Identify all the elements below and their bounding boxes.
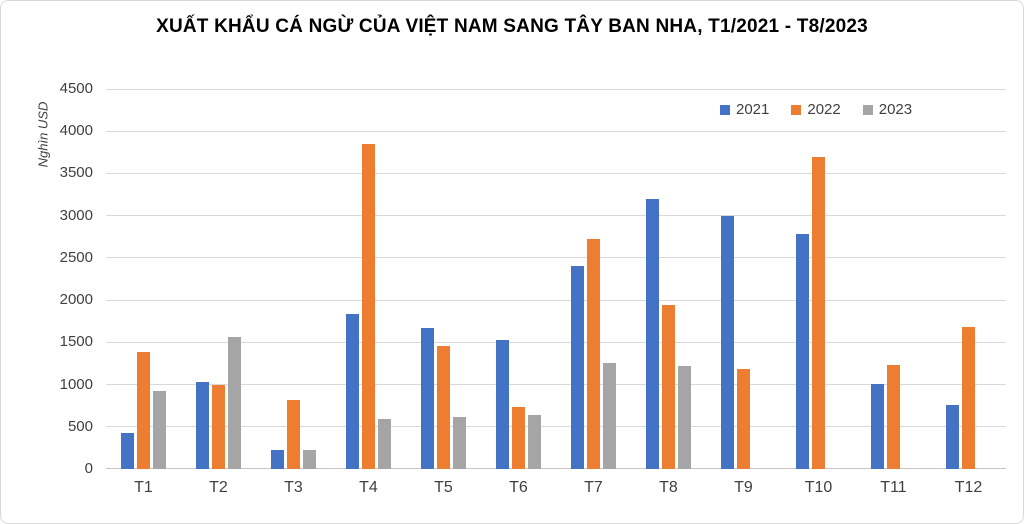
gridline-2000 <box>106 299 1006 301</box>
y-tick-label-0: 0 <box>84 460 93 477</box>
bar-2022-T1 <box>137 352 150 469</box>
bar-2022-T11 <box>887 365 900 469</box>
bar-2021-T3 <box>271 450 284 469</box>
x-tick-label-T9: T9 <box>734 479 753 496</box>
bar-2021-T4 <box>346 314 359 469</box>
bar-2022-T2 <box>212 385 225 469</box>
x-tick-label-T12: T12 <box>954 479 983 496</box>
x-tick-label-T5: T5 <box>434 479 453 496</box>
bar-2022-T8 <box>662 305 675 469</box>
bar-2023-T3 <box>303 450 316 469</box>
legend-swatch-2021 <box>720 104 730 115</box>
bar-2022-T6 <box>512 407 525 469</box>
x-tick-label-T11: T11 <box>880 479 907 496</box>
legend-label-2022: 2022 <box>807 101 841 118</box>
y-tick-label-4500: 4500 <box>59 80 93 97</box>
gridline-3000 <box>106 215 1006 217</box>
chart-title: XUẤT KHẨU CÁ NGỪ CỦA VIỆT NAM SANG TÂY B… <box>156 16 868 37</box>
bar-2023-T2 <box>228 337 241 469</box>
bar-2023-T1 <box>153 391 166 469</box>
legend: 2021 2022 2023 <box>720 101 912 118</box>
bar-2021-T8 <box>646 199 659 469</box>
legend-label-2021: 2021 <box>736 101 770 118</box>
bar-2021-T1 <box>121 433 134 469</box>
legend-item-2023: 2023 <box>862 101 913 118</box>
bar-2023-T5 <box>453 417 466 469</box>
bar-2022-T10 <box>812 157 825 469</box>
legend-swatch-2022 <box>791 104 802 115</box>
y-tick-label-2000: 2000 <box>59 291 93 309</box>
gridline-4500 <box>106 88 1006 90</box>
legend-item-2021: 2021 <box>720 101 769 118</box>
bar-2021-T7 <box>571 266 584 469</box>
y-tick-label-500: 500 <box>67 417 93 435</box>
bar-2021-T5 <box>421 328 434 469</box>
bar-2021-T6 <box>496 340 509 469</box>
x-tick-label-T6: T6 <box>509 479 528 496</box>
y-tick-label-4000: 4000 <box>59 122 93 140</box>
y-tick-label-2500: 2500 <box>59 248 93 266</box>
y-tick-label-1500: 1500 <box>59 333 93 351</box>
y-tick-label-3000: 3000 <box>59 206 93 224</box>
bar-2022-T5 <box>437 346 450 469</box>
x-tick-label-T10: T10 <box>804 479 833 496</box>
bar-2022-T7 <box>587 239 600 469</box>
gridline-0 <box>106 468 1006 469</box>
gridline-4000 <box>106 130 1006 132</box>
legend-swatch-2023 <box>862 104 873 115</box>
bar-2022-T12 <box>962 327 975 469</box>
x-tick-label-T4: T4 <box>359 479 378 496</box>
bar-2022-T4 <box>362 144 375 469</box>
x-tick-label-T3: T3 <box>284 479 303 496</box>
gridline-1000 <box>106 384 1006 386</box>
gridline-500 <box>106 426 1006 428</box>
x-tick-label-T7: T7 <box>584 479 603 496</box>
bar-2021-T12 <box>946 405 959 469</box>
y-tick-label-1000: 1000 <box>59 375 93 393</box>
gridline-1500 <box>106 341 1006 343</box>
bar-2023-T8 <box>678 366 691 469</box>
bar-2022-T3 <box>287 400 300 469</box>
gridline-3500 <box>106 172 1006 174</box>
bar-2023-T6 <box>528 415 541 469</box>
legend-item-2022: 2022 <box>791 101 841 118</box>
gridline-2500 <box>106 257 1006 259</box>
bar-2022-T9 <box>737 369 750 469</box>
legend-label-2023: 2023 <box>878 101 913 118</box>
x-tick-label-T8: T8 <box>659 479 678 496</box>
bar-2021-T2 <box>196 382 209 469</box>
bar-2023-T7 <box>603 363 616 469</box>
x-tick-label-T1: T1 <box>134 479 153 496</box>
bar-2021-T11 <box>871 384 884 469</box>
bar-2023-T4 <box>378 419 391 469</box>
x-tick-label-T2: T2 <box>209 479 228 496</box>
plot-area <box>106 88 1006 469</box>
bar-2021-T10 <box>796 234 809 469</box>
bar-2021-T9 <box>721 216 734 469</box>
y-tick-label-3500: 3500 <box>59 164 93 182</box>
